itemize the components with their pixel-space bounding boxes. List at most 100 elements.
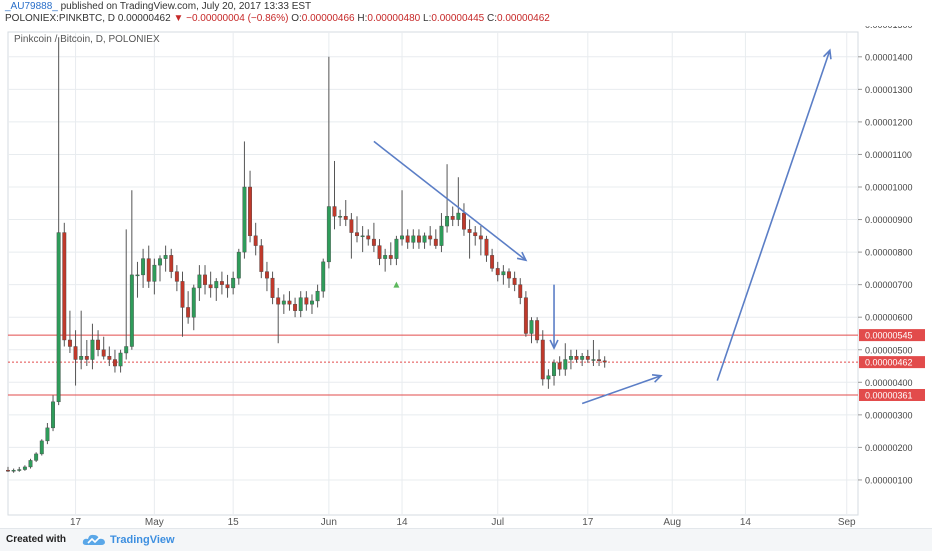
down-arrow-icon: ▼ xyxy=(173,13,184,24)
candle-down xyxy=(146,258,151,282)
candle-down xyxy=(101,349,106,357)
candle-up xyxy=(236,251,241,279)
price-level-label: 0.00000361 xyxy=(865,390,913,400)
high-value: 0.00000480 xyxy=(367,13,421,24)
publish-line: _AU79888_ published on TradingView.com, … xyxy=(5,1,311,12)
y-tick-label: 0.00000100 xyxy=(865,475,913,485)
candle-up xyxy=(394,238,399,259)
x-tick-label: May xyxy=(145,517,164,528)
footer-bar: Created with TradingView xyxy=(0,528,932,551)
tradingview-cloud-logo-icon[interactable] xyxy=(82,533,106,547)
candle-up xyxy=(552,362,556,376)
high-label: H: xyxy=(357,13,368,24)
candle-up xyxy=(546,375,551,380)
candle-down xyxy=(462,212,466,230)
candle-up xyxy=(422,235,427,243)
candle-down xyxy=(113,359,117,367)
candle-up xyxy=(242,186,247,253)
price-level-badge xyxy=(859,388,925,401)
candle-up xyxy=(501,271,506,276)
y-tick-label: 0.00001000 xyxy=(865,183,913,193)
candle-down xyxy=(416,235,421,243)
candle-up xyxy=(383,255,388,259)
candle-up xyxy=(197,274,202,289)
candle-down xyxy=(208,284,213,289)
candle-down xyxy=(169,255,174,272)
price-chart[interactable]: 17 May 15 Jun 14 Jul 17 Aug 14 Sep 0.00000100 0.000… xyxy=(0,26,932,528)
y-tick-label: 0.00000700 xyxy=(865,280,913,290)
arrow-head-icon xyxy=(549,339,559,350)
candle-down xyxy=(478,235,483,240)
y-tick-label: 0.00001100 xyxy=(865,150,912,160)
y-tick-label: 0.00001500 xyxy=(865,26,913,30)
candle-up xyxy=(580,356,585,360)
open-value: 0.00000466 xyxy=(301,13,355,24)
x-tick-label: Jul xyxy=(491,517,504,528)
up-triangle-icon xyxy=(393,281,400,288)
candle-down xyxy=(186,307,191,318)
candle-down xyxy=(107,356,112,360)
candle-up xyxy=(321,261,326,292)
candle-down xyxy=(507,271,511,279)
tradingview-brand[interactable]: TradingView xyxy=(110,534,175,546)
candle-up xyxy=(591,359,596,361)
candle-down xyxy=(264,271,269,279)
candle-up xyxy=(17,469,22,471)
candle-up xyxy=(28,460,33,468)
candle-up xyxy=(135,274,140,277)
candle-down xyxy=(96,339,101,350)
x-tick-label: Jun xyxy=(321,517,337,528)
y-tick-label: 0.00000200 xyxy=(865,443,913,453)
plot-frame xyxy=(7,31,859,516)
candle-down xyxy=(180,281,185,308)
candle-up xyxy=(315,290,320,302)
x-tick-label: 17 xyxy=(582,517,594,528)
chart-title: Pinkcoin / Bitcoin, D, POLONIEX xyxy=(14,34,160,45)
candle-up xyxy=(90,339,95,360)
price-level-label: 0.00000545 xyxy=(865,331,913,341)
author-link[interactable]: _AU79888_ xyxy=(5,1,58,12)
candle-up xyxy=(338,216,343,218)
candle-down xyxy=(304,297,309,305)
symbol-label[interactable]: POLONIEX:PINKBTC, D xyxy=(5,13,116,24)
chart-area[interactable]: 17 May 15 Jun 14 Jul 17 Aug 14 Sep 0.00000100 0.000… xyxy=(0,26,932,528)
candle-up xyxy=(124,346,129,354)
candle-up xyxy=(214,281,219,289)
x-tick-label: 14 xyxy=(396,517,408,528)
candle-down xyxy=(84,356,89,360)
candle-down xyxy=(602,360,607,363)
candle-down xyxy=(259,245,264,272)
trend-arrow-line xyxy=(373,140,527,261)
candle-down xyxy=(535,320,540,341)
candle-up xyxy=(326,206,331,263)
candle-down xyxy=(450,216,455,220)
candle-up xyxy=(529,320,534,334)
candle-down xyxy=(523,297,528,334)
x-tick-label: Sep xyxy=(838,517,856,528)
candle-down xyxy=(225,284,230,289)
trend-arrow-line xyxy=(716,50,831,381)
candle-up xyxy=(456,212,461,220)
price-level-badge xyxy=(859,329,925,342)
x-tick-label: 14 xyxy=(740,517,752,528)
y-tick-label: 0.00000400 xyxy=(865,378,913,388)
candle-down xyxy=(405,235,410,243)
candle-down xyxy=(540,339,545,380)
candle-down xyxy=(366,235,371,240)
candle-down xyxy=(6,469,10,472)
candle-up xyxy=(118,352,123,367)
candle-up xyxy=(163,255,168,259)
candle-down xyxy=(248,186,252,237)
candle-down xyxy=(62,232,67,341)
price-change: −0.00000004 (−0.86%) xyxy=(186,13,289,24)
arrow-head-icon xyxy=(516,251,528,262)
candle-down xyxy=(355,232,359,237)
close-value: 0.00000462 xyxy=(497,13,550,24)
candle-up xyxy=(152,264,157,282)
candle-up xyxy=(34,453,39,461)
y-tick-label: 0.00000300 xyxy=(865,410,913,420)
candle-up xyxy=(360,235,365,238)
candle-down xyxy=(270,277,275,298)
candle-up xyxy=(45,427,50,442)
candle-down xyxy=(293,303,298,311)
